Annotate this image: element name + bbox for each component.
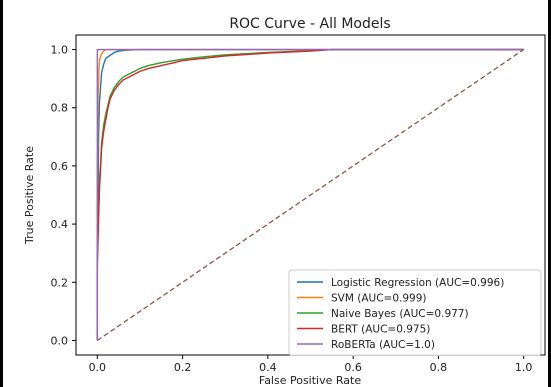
x-tick-label: 0.2: [174, 361, 192, 374]
legend-label: Naive Bayes (AUC=0.977): [331, 308, 469, 320]
y-tick-label: 0.8: [51, 102, 69, 115]
x-axis: 0.0 0.2 0.4 0.6 0.8 1.0: [89, 355, 533, 374]
y-tick-label: 0.4: [51, 218, 69, 231]
series-line-3: [96, 48, 524, 341]
legend-label: Logistic Regression (AUC=0.996): [331, 277, 504, 289]
x-tick-label: 0.8: [430, 361, 448, 374]
diagonal-reference-line: [96, 49, 525, 341]
x-tick-label: 0.4: [259, 361, 277, 374]
x-tick-label: 1.0: [515, 361, 533, 374]
window-right-edge: [548, 0, 551, 387]
y-tick-label: 0.6: [51, 160, 69, 173]
legend-label: BERT (AUC=0.975): [331, 324, 430, 336]
y-tick-label: 0.2: [51, 276, 69, 289]
y-axis: 0.0 0.2 0.4 0.6 0.8 1.0: [51, 44, 76, 347]
chart-title: ROC Curve - All Models: [229, 16, 390, 32]
series-line-4: [96, 48, 524, 341]
y-tick-label: 0.0: [51, 334, 69, 347]
x-tick-label: 0.0: [89, 361, 107, 374]
legend-label: SVM (AUC=0.999): [331, 293, 427, 305]
x-tick-label: 0.6: [344, 361, 362, 374]
y-axis-label: True Positive Rate: [23, 146, 36, 245]
window-left-edge: [0, 0, 3, 387]
legend: Logistic Regression (AUC=0.996) SVM (AUC=…: [288, 269, 542, 356]
legend-label: RoBERTa (AUC=1.0): [331, 339, 435, 351]
y-tick-label: 1.0: [51, 44, 69, 57]
legend-box: [288, 269, 542, 356]
x-axis-label: False Positive Rate: [259, 374, 361, 387]
